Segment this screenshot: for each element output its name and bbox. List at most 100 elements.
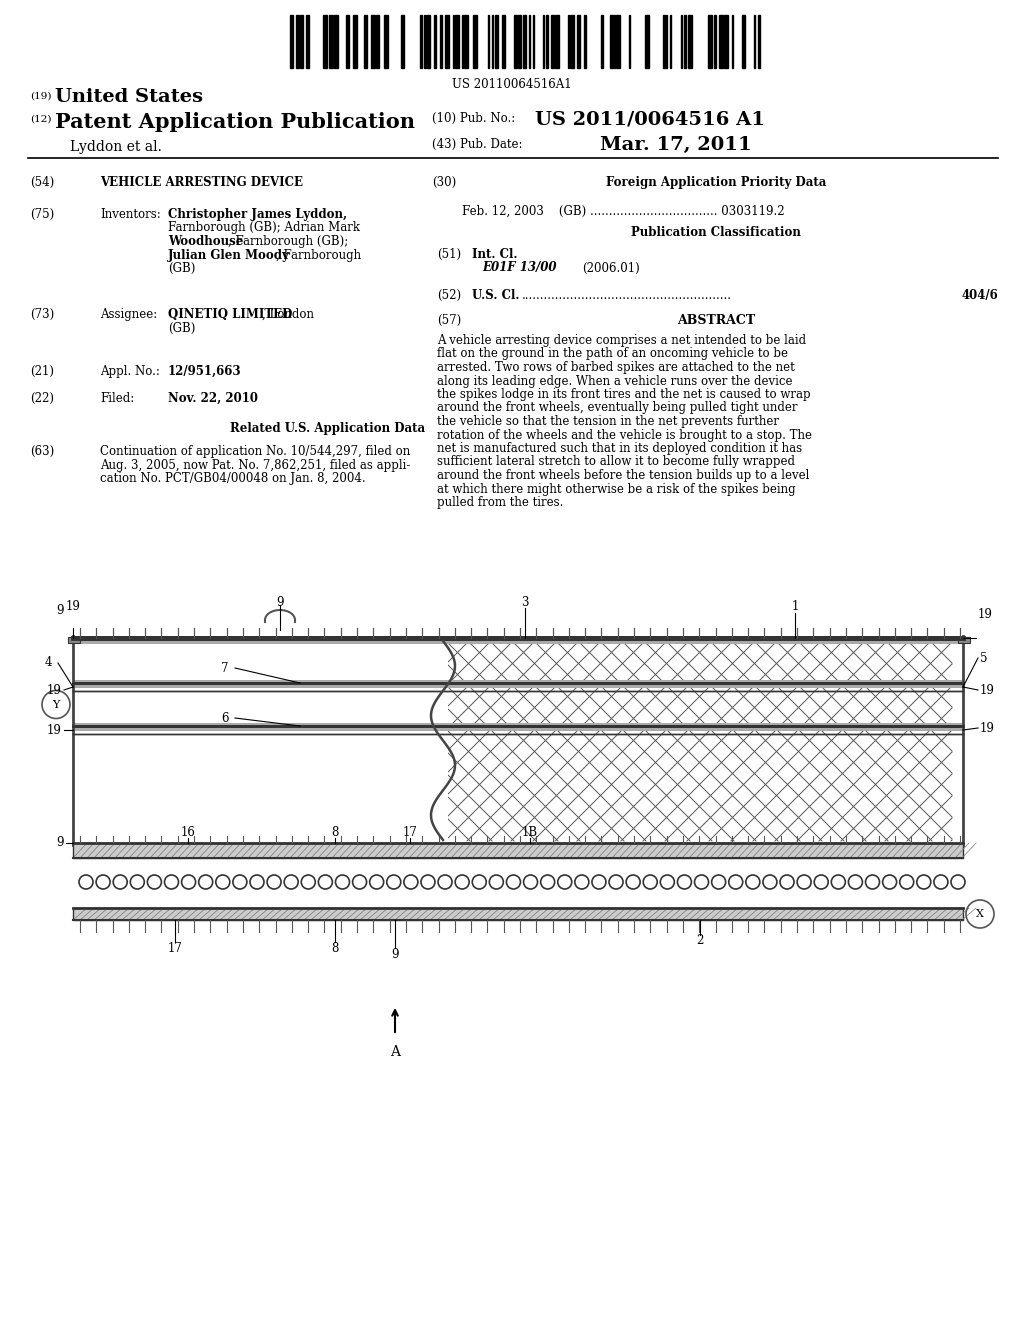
Bar [514,15,517,69]
Text: 2: 2 [696,933,703,946]
Text: (30): (30) [432,176,457,189]
Bar [329,15,333,69]
Text: 8: 8 [332,826,339,840]
Bar [424,15,426,69]
Text: 4: 4 [44,656,52,669]
Text: U.S. Cl.: U.S. Cl. [472,289,519,302]
Text: A vehicle arresting device comprises a net intended to be laid: A vehicle arresting device comprises a n… [437,334,806,347]
Text: (GB): (GB) [168,261,196,275]
Text: (54): (54) [30,176,54,189]
Bar [73,843,963,858]
Text: 8: 8 [332,941,339,954]
Bar [758,15,760,69]
Text: VEHICLE ARRESTING DEVICE: VEHICLE ARRESTING DEVICE [100,176,303,189]
Bar [551,15,554,69]
Text: , Farnborough (GB);: , Farnborough (GB); [228,235,348,248]
Bar [401,15,404,69]
Text: (21): (21) [30,366,54,378]
Text: Publication Classification: Publication Classification [631,226,801,239]
Text: arrested. Two rows of barbed spikes are attached to the net: arrested. Two rows of barbed spikes are … [437,360,795,374]
Text: Related U.S. Application Data: Related U.S. Application Data [230,422,425,436]
Text: Farnborough (GB); Adrian Mark: Farnborough (GB); Adrian Mark [168,222,360,235]
Text: Filed:: Filed: [100,392,134,405]
Text: 19: 19 [66,601,81,614]
Text: net is manufactured such that in its deployed condition it has: net is manufactured such that in its dep… [437,442,802,455]
Bar [306,15,309,69]
Text: Lyddon et al.: Lyddon et al. [70,140,162,154]
Bar [684,15,686,69]
Bar [555,15,559,69]
Text: 9: 9 [391,949,398,961]
Bar [290,15,293,69]
Text: 16: 16 [180,826,196,840]
Text: 19: 19 [47,684,62,697]
Text: Nov. 22, 2010: Nov. 22, 2010 [168,392,258,405]
Text: (52): (52) [437,289,461,302]
Text: the vehicle so that the tension in the net prevents further: the vehicle so that the tension in the n… [437,414,779,428]
Text: Patent Application Publication: Patent Application Publication [55,112,415,132]
Bar [958,638,970,643]
Text: Woodhouse: Woodhouse [168,235,244,248]
Text: , London: , London [262,308,314,321]
Text: 19: 19 [47,723,62,737]
Text: (2006.01): (2006.01) [582,261,640,275]
Text: (22): (22) [30,392,54,405]
Bar [434,15,436,69]
Bar [584,15,586,69]
Bar [73,723,963,731]
Bar [73,908,963,920]
Bar [688,15,692,69]
Text: around the front wheels, eventually being pulled tight under: around the front wheels, eventually bein… [437,401,798,414]
Bar [742,15,745,69]
Text: Feb. 12, 2003    (GB) .................................. 0303119.2: Feb. 12, 2003 (GB) .....................… [462,205,784,218]
Bar [464,15,468,69]
Bar [708,15,712,69]
Bar [323,15,327,69]
Bar [376,15,379,69]
Text: sufficient lateral stretch to allow it to become fully wrapped: sufficient lateral stretch to allow it t… [437,455,795,469]
Bar [719,15,723,69]
Text: Julian Glen Moody: Julian Glen Moody [168,248,290,261]
Text: 19: 19 [980,722,995,734]
Text: ABSTRACT: ABSTRACT [677,314,755,327]
Bar [518,15,521,69]
Bar [714,15,716,69]
Bar [73,680,963,688]
Text: (43) Pub. Date:: (43) Pub. Date: [432,139,522,150]
Bar [495,15,498,69]
Bar [296,15,299,69]
Bar [546,15,548,69]
Text: (73): (73) [30,308,54,321]
Text: (57): (57) [437,314,461,327]
Text: QINETIQ LIMITED: QINETIQ LIMITED [168,308,293,321]
Text: A: A [390,1045,400,1059]
Text: Christopher James Lyddon,: Christopher James Lyddon, [168,209,347,220]
Bar [371,15,375,69]
Text: (12): (12) [30,115,51,124]
Text: 17: 17 [168,941,182,954]
Text: Y: Y [52,700,59,710]
Bar [63,614,973,626]
Bar [577,15,580,69]
Bar [334,15,338,69]
Text: 5: 5 [980,652,987,664]
Text: US 20110064516A1: US 20110064516A1 [453,78,571,91]
Text: 6: 6 [221,711,228,725]
Text: 9: 9 [276,595,284,609]
Text: (63): (63) [30,445,54,458]
Text: (75): (75) [30,209,54,220]
Text: Continuation of application No. 10/544,297, filed on: Continuation of application No. 10/544,2… [100,445,411,458]
Text: pulled from the tires.: pulled from the tires. [437,496,563,510]
Text: 1: 1 [792,601,799,614]
Bar [523,15,526,69]
Bar [300,15,303,69]
Text: ........................................................: ........................................… [522,289,732,302]
Bar [663,15,665,69]
Text: Aug. 3, 2005, now Pat. No. 7,862,251, filed as appli-: Aug. 3, 2005, now Pat. No. 7,862,251, fi… [100,458,411,471]
Bar [420,15,422,69]
Text: 3: 3 [521,595,528,609]
Bar [502,15,505,69]
Bar [73,640,963,644]
Text: 19: 19 [978,609,993,622]
Bar [346,15,349,69]
